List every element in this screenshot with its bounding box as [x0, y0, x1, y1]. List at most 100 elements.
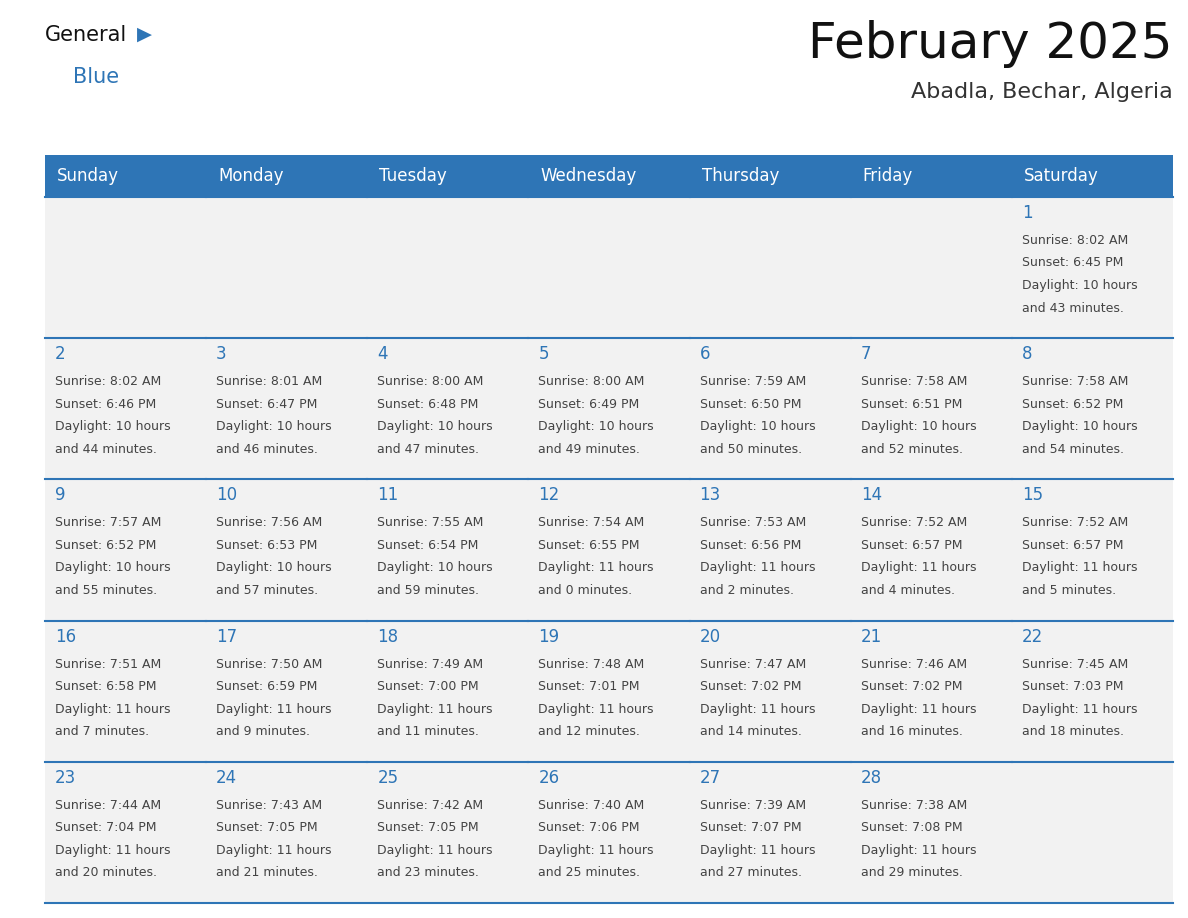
Text: Sunset: 6:52 PM: Sunset: 6:52 PM [1022, 397, 1123, 410]
Text: 17: 17 [216, 628, 238, 645]
Text: 25: 25 [378, 768, 398, 787]
Text: Sunrise: 7:54 AM: Sunrise: 7:54 AM [538, 517, 645, 530]
Text: Daylight: 10 hours: Daylight: 10 hours [861, 420, 977, 433]
Text: Daylight: 11 hours: Daylight: 11 hours [538, 562, 653, 575]
Bar [689, 621, 851, 762]
Text: Sunset: 6:47 PM: Sunset: 6:47 PM [216, 397, 317, 410]
Text: 28: 28 [861, 768, 881, 787]
Text: 10: 10 [216, 487, 238, 504]
Bar [529, 479, 689, 621]
Bar [689, 479, 851, 621]
Bar [689, 197, 851, 338]
Text: Friday: Friday [862, 167, 912, 185]
Bar [851, 479, 1012, 621]
Text: and 50 minutes.: and 50 minutes. [700, 442, 802, 455]
Text: Sunrise: 7:43 AM: Sunrise: 7:43 AM [216, 799, 322, 812]
Text: and 14 minutes.: and 14 minutes. [700, 725, 802, 738]
Text: Daylight: 11 hours: Daylight: 11 hours [538, 844, 653, 856]
Text: Sunset: 6:48 PM: Sunset: 6:48 PM [378, 397, 479, 410]
Text: General: General [45, 25, 127, 45]
Bar [45, 479, 207, 621]
Text: Sunset: 6:50 PM: Sunset: 6:50 PM [700, 397, 801, 410]
Text: 14: 14 [861, 487, 881, 504]
Text: and 16 minutes.: and 16 minutes. [861, 725, 962, 738]
Bar [207, 762, 367, 903]
Text: and 11 minutes.: and 11 minutes. [378, 725, 479, 738]
Text: and 5 minutes.: and 5 minutes. [1022, 584, 1116, 597]
Bar [367, 621, 529, 762]
Bar [45, 155, 1173, 197]
Text: Daylight: 10 hours: Daylight: 10 hours [700, 420, 815, 433]
Bar [689, 762, 851, 903]
Text: and 23 minutes.: and 23 minutes. [378, 867, 479, 879]
Bar [1012, 338, 1173, 479]
Text: Daylight: 11 hours: Daylight: 11 hours [700, 562, 815, 575]
Text: and 46 minutes.: and 46 minutes. [216, 442, 318, 455]
Text: Sunrise: 8:02 AM: Sunrise: 8:02 AM [55, 375, 162, 388]
Text: Sunset: 6:57 PM: Sunset: 6:57 PM [1022, 539, 1124, 552]
Text: Sunrise: 7:44 AM: Sunrise: 7:44 AM [55, 799, 162, 812]
Text: Daylight: 10 hours: Daylight: 10 hours [538, 420, 655, 433]
Bar [529, 621, 689, 762]
Text: and 7 minutes.: and 7 minutes. [55, 725, 150, 738]
Text: Sunday: Sunday [57, 167, 119, 185]
Text: Saturday: Saturday [1024, 167, 1099, 185]
Text: Sunrise: 7:38 AM: Sunrise: 7:38 AM [861, 799, 967, 812]
Text: and 55 minutes.: and 55 minutes. [55, 584, 157, 597]
Text: Sunset: 6:59 PM: Sunset: 6:59 PM [216, 680, 317, 693]
Text: 21: 21 [861, 628, 881, 645]
Text: 19: 19 [538, 628, 560, 645]
Text: Sunset: 6:56 PM: Sunset: 6:56 PM [700, 539, 801, 552]
Text: Sunrise: 7:47 AM: Sunrise: 7:47 AM [700, 657, 805, 671]
Text: Daylight: 10 hours: Daylight: 10 hours [378, 420, 493, 433]
Bar [529, 338, 689, 479]
Text: Daylight: 11 hours: Daylight: 11 hours [1022, 702, 1137, 716]
Text: Daylight: 10 hours: Daylight: 10 hours [1022, 279, 1137, 292]
Text: Daylight: 11 hours: Daylight: 11 hours [861, 702, 977, 716]
Text: 26: 26 [538, 768, 560, 787]
Text: Daylight: 10 hours: Daylight: 10 hours [55, 420, 171, 433]
Text: and 57 minutes.: and 57 minutes. [216, 584, 318, 597]
Bar [851, 197, 1012, 338]
Text: 1: 1 [1022, 204, 1032, 222]
Text: Abadla, Bechar, Algeria: Abadla, Bechar, Algeria [911, 82, 1173, 102]
Bar [529, 197, 689, 338]
Text: and 0 minutes.: and 0 minutes. [538, 584, 632, 597]
Bar [851, 762, 1012, 903]
Bar [45, 197, 207, 338]
Bar [207, 621, 367, 762]
Text: Daylight: 11 hours: Daylight: 11 hours [538, 702, 653, 716]
Text: 15: 15 [1022, 487, 1043, 504]
Bar [1012, 621, 1173, 762]
Text: Daylight: 11 hours: Daylight: 11 hours [55, 844, 171, 856]
Text: Sunset: 7:01 PM: Sunset: 7:01 PM [538, 680, 640, 693]
Text: and 59 minutes.: and 59 minutes. [378, 584, 479, 597]
Text: and 2 minutes.: and 2 minutes. [700, 584, 794, 597]
Bar [207, 338, 367, 479]
Text: 5: 5 [538, 345, 549, 364]
Text: Sunset: 7:08 PM: Sunset: 7:08 PM [861, 822, 962, 834]
Text: Sunrise: 7:52 AM: Sunrise: 7:52 AM [1022, 517, 1129, 530]
Text: Sunset: 7:03 PM: Sunset: 7:03 PM [1022, 680, 1124, 693]
Text: and 44 minutes.: and 44 minutes. [55, 442, 157, 455]
Text: Daylight: 11 hours: Daylight: 11 hours [700, 702, 815, 716]
Text: Sunrise: 8:01 AM: Sunrise: 8:01 AM [216, 375, 322, 388]
Text: and 4 minutes.: and 4 minutes. [861, 584, 955, 597]
Text: Daylight: 11 hours: Daylight: 11 hours [861, 562, 977, 575]
Text: 12: 12 [538, 487, 560, 504]
Text: 23: 23 [55, 768, 76, 787]
Text: Sunset: 7:04 PM: Sunset: 7:04 PM [55, 822, 157, 834]
Text: Thursday: Thursday [702, 167, 779, 185]
Text: 9: 9 [55, 487, 65, 504]
Text: 6: 6 [700, 345, 710, 364]
Text: February 2025: February 2025 [809, 20, 1173, 68]
Text: 4: 4 [378, 345, 387, 364]
Text: and 9 minutes.: and 9 minutes. [216, 725, 310, 738]
Bar [45, 621, 207, 762]
Bar [367, 479, 529, 621]
Text: Sunset: 7:02 PM: Sunset: 7:02 PM [700, 680, 801, 693]
Text: Sunrise: 7:50 AM: Sunrise: 7:50 AM [216, 657, 322, 671]
Text: Daylight: 10 hours: Daylight: 10 hours [378, 562, 493, 575]
Text: Sunrise: 7:40 AM: Sunrise: 7:40 AM [538, 799, 645, 812]
Text: 11: 11 [378, 487, 398, 504]
